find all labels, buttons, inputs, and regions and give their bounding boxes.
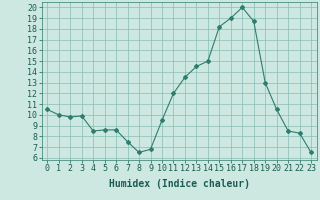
X-axis label: Humidex (Indice chaleur): Humidex (Indice chaleur)	[109, 179, 250, 189]
